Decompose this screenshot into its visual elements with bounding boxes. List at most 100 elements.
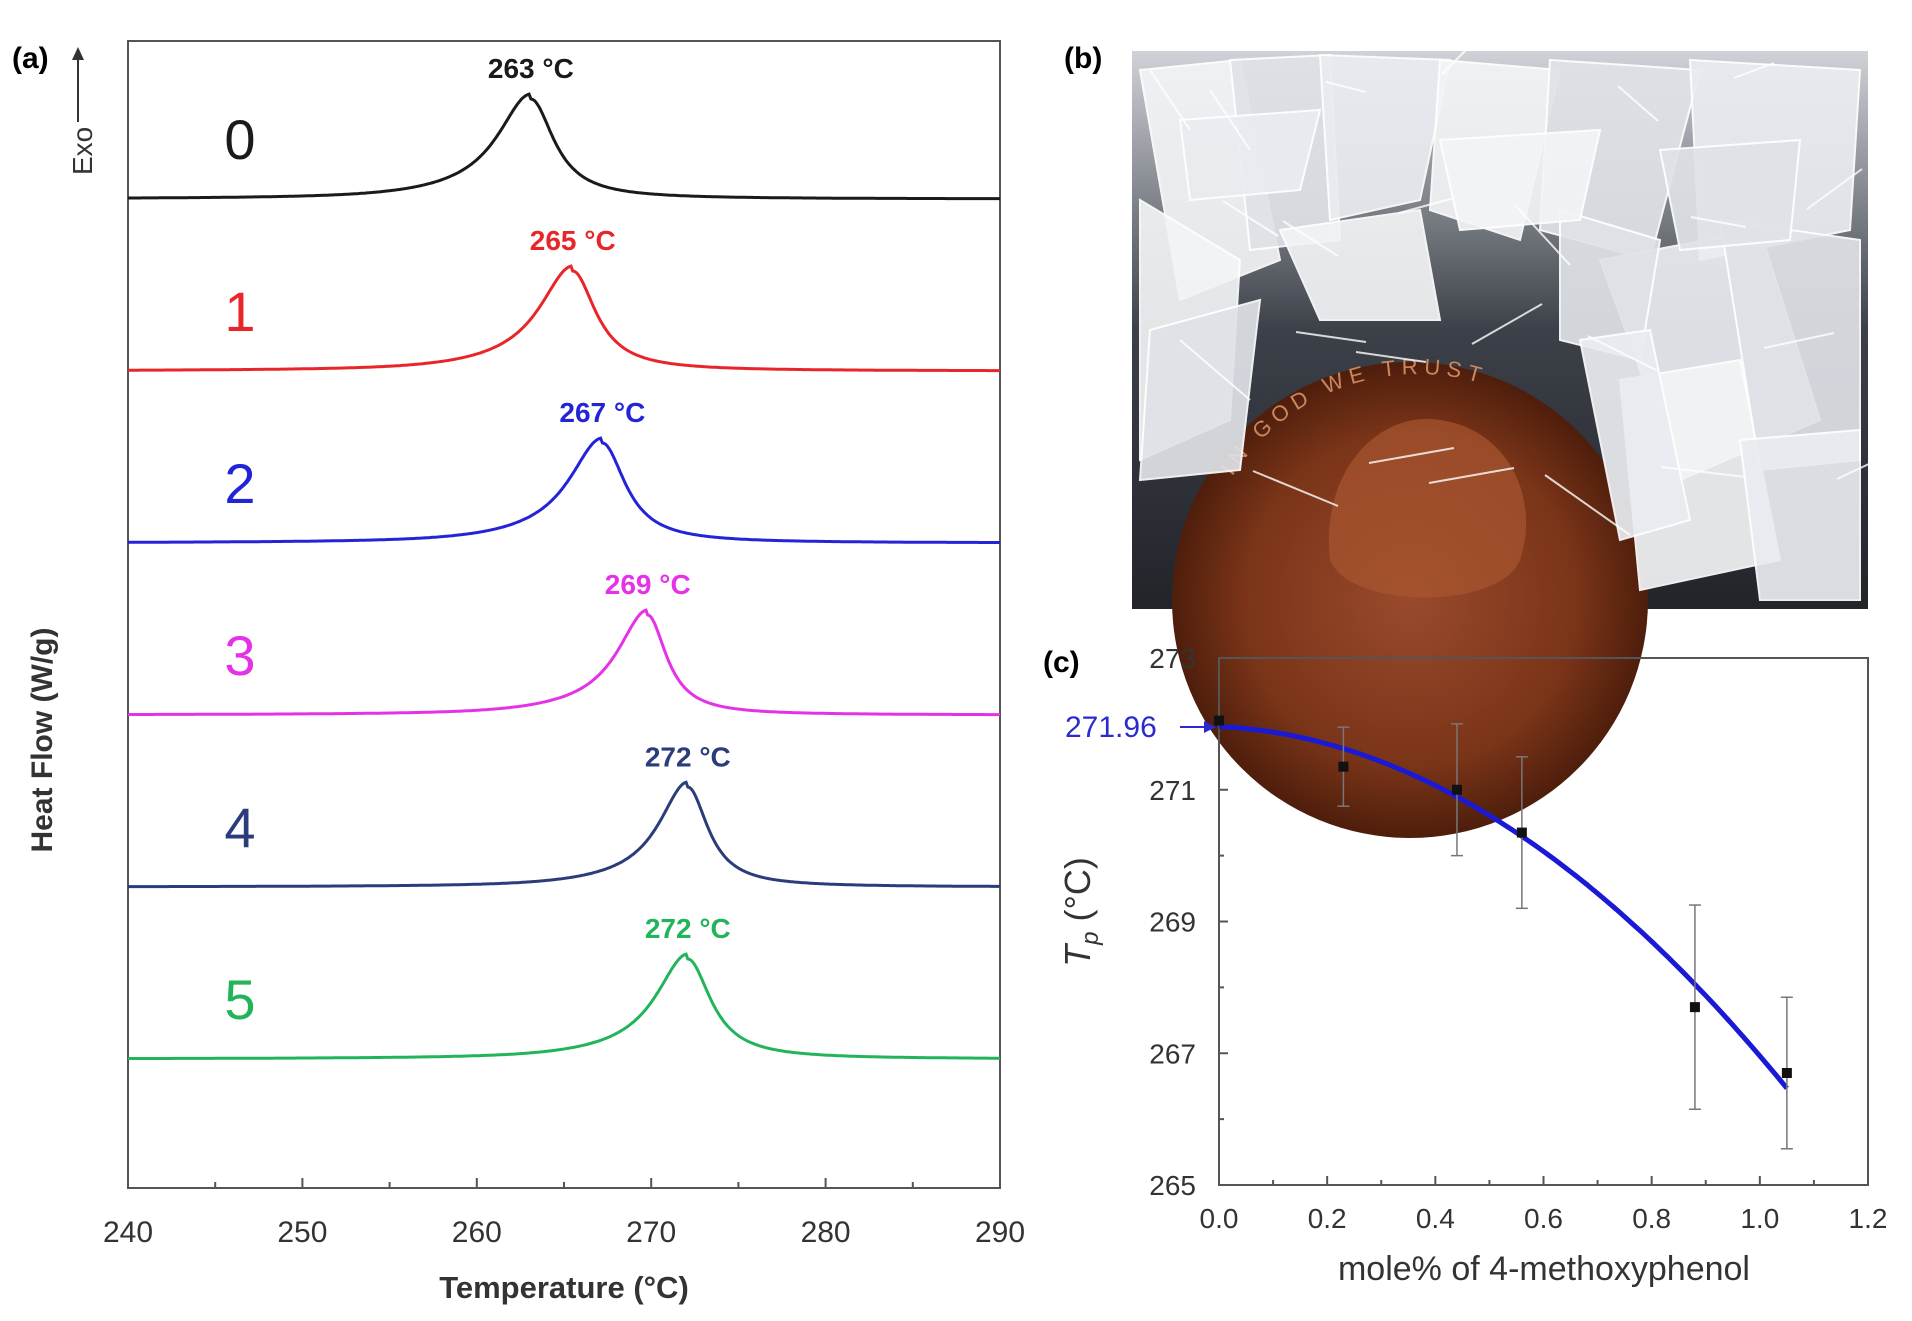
dsc-series-label: 4 [224,796,255,859]
dsc-y-axis-label: Heat Flow (W/g) [26,628,59,853]
crystal-facet [1149,69,1191,131]
tp-x-tick-label: 0.4 [1416,1203,1455,1234]
photo-panel: (b) IN GOD WE TRUST [1064,33,1912,838]
crystal-facet [1836,442,1912,480]
dsc-plot-frame [127,40,1001,1189]
crystal-shard [1138,298,1262,482]
crystals [1138,33,1912,601]
crystal-facet [1222,200,1279,237]
crystal-facet [1806,168,1863,210]
crystal-facet [1325,81,1367,93]
dsc-x-ticks: 240 250 260 270 280 290 [103,1178,1025,1249]
dsc-peak-label: 272 °C [645,913,731,944]
dsc-series-label: 1 [224,280,255,343]
crystal-facet [1544,474,1631,536]
tp-x-tick-label: 1.2 [1849,1203,1888,1234]
crystal-facet [1660,466,1747,478]
crystal-facet [1617,85,1659,122]
dsc-peak-label: 263 °C [488,53,574,84]
dsc-series-label: 3 [224,624,255,687]
tp-y-axis-label: Tp (°C) [1057,857,1104,967]
dsc-panel: (a) Exo Heat Flow (W/g) Temperature (°C)… [12,40,1025,1305]
tp-x-tick-label: 0.6 [1524,1203,1563,1234]
crystal-facet [1209,89,1251,151]
tp-data-points [1214,715,1793,1150]
data-point [1338,761,1349,772]
tp-x-tick-label: 0.2 [1308,1203,1347,1234]
tp-panel: (c) 0.0 0.2 0.4 0.6 0.8 1.0 1.2 265 267 269 271 273… [1043,643,1887,1288]
dsc-peak-label: 272 °C [645,741,731,772]
crystal-facet [1355,351,1427,363]
tp-y-tick-label: 271 [1149,775,1196,806]
crystal-facet [1295,331,1367,343]
dsc-x-tick-label: 240 [103,1216,153,1249]
crystal-shard [1278,208,1442,321]
crystal-facet [1733,62,1775,79]
dsc-x-axis-label: Temperature (°C) [439,1270,689,1305]
crystal-shard [1658,138,1802,252]
data-point [1451,784,1462,795]
penny-portrait [1328,418,1527,598]
dsc-x-tick-label: 280 [801,1216,851,1249]
fit-intercept-label: 271.96 [1065,711,1157,744]
penny-coin [1172,362,1648,838]
tp-y-tick-label: 269 [1149,907,1196,938]
crystal-shard [1578,328,1692,542]
tp-ticks: 0.0 0.2 0.4 0.6 0.8 1.0 1.2 265 267 269 271 273 [1149,643,1887,1234]
crystal-shard [1738,428,1861,601]
dsc-series-label: 2 [224,452,255,515]
fit-curve [1218,724,1789,1090]
crystal-facet [1282,220,1339,257]
fit-curve-line [1218,724,1789,1090]
dsc-curve-3 [128,608,1000,717]
data-point [1214,715,1224,726]
crystal-facet [1690,216,1747,228]
crystal-shard [1318,53,1452,222]
dsc-x-tick-label: 260 [452,1216,502,1249]
dsc-x-tick-label: 290 [975,1216,1025,1249]
tp-y-tick-label: 265 [1149,1170,1196,1201]
tp-x-tick-label: 1.0 [1740,1203,1779,1234]
tp-x-axis-label: mole% of 4-methoxyphenol [1338,1250,1750,1288]
dsc-curve-2 [128,436,1000,544]
crystal-facet [1428,467,1515,484]
dsc-curve-0 [128,92,1000,201]
crystal-facet [1587,335,1659,372]
crystal-facet [1368,447,1455,464]
crystal-facet [1179,339,1251,401]
tp-y-tick-label: 267 [1149,1038,1196,1069]
dsc-curve-5 [128,952,1000,1060]
dsc-x-tick-label: 250 [277,1216,327,1249]
tp-x-tick-label: 0.0 [1200,1203,1239,1234]
tp-y-tick-label: 273 [1149,643,1196,674]
fit-intercept-marker: 271.96 [1065,711,1216,744]
dsc-peak-label: 267 °C [559,397,645,428]
crystal-facet [1763,332,1835,349]
crystal-shard [1178,108,1322,202]
crystal-shard [1438,128,1602,232]
tp-x-tick-label: 0.8 [1632,1203,1671,1234]
panel-label-c: (c) [1043,646,1080,679]
panel-label-a: (a) [12,42,49,75]
dsc-peak-label: 269 °C [605,569,691,600]
dsc-series-label: 0 [224,108,255,171]
crystal-photo: IN GOD WE TRUST [1132,33,1912,838]
data-point [1689,1002,1700,1013]
dsc-curves: 0 263 °C 1 265 °C 2 267 °C 3 269 °C 4 272 °C 5 272 … [128,53,1000,1060]
exo-label: Exo [67,127,98,175]
crystal-facet [1471,303,1543,345]
panel-label-b: (b) [1064,42,1102,75]
crystal-facet [1514,204,1571,266]
crystal-facet [1252,470,1339,507]
dsc-series-label: 5 [224,968,255,1031]
dsc-x-tick-label: 270 [626,1216,676,1249]
data-point [1781,1068,1792,1079]
dsc-curve-4 [128,780,1000,889]
dsc-peak-label: 265 °C [530,225,616,256]
crystal-facet [1398,197,1455,214]
intercept-arrow-icon [1180,721,1216,733]
exo-arrow-icon [72,47,84,122]
crystal-facet [1441,33,1483,75]
